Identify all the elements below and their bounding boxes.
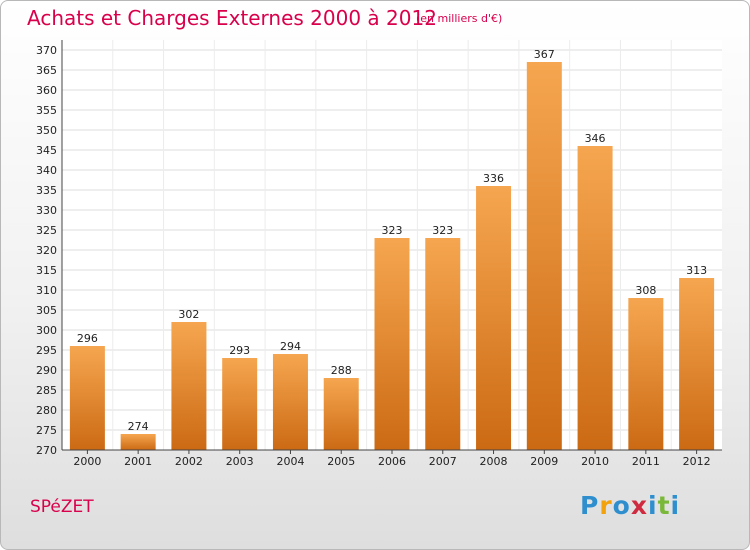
x-tick-label: 2005: [327, 455, 355, 468]
data-label: 294: [280, 340, 301, 353]
bar: [526, 62, 562, 450]
data-label: 296: [77, 332, 98, 345]
town-name: SPéZET: [30, 497, 94, 517]
y-tick-label: 280: [36, 404, 57, 417]
logo-letter: t: [657, 491, 671, 520]
bar: [272, 354, 308, 450]
x-tick-label: 2006: [378, 455, 406, 468]
x-tick-label: 2007: [429, 455, 457, 468]
y-tick-label: 325: [36, 224, 57, 237]
data-label: 274: [128, 420, 149, 433]
y-tick-label: 315: [36, 264, 57, 277]
data-label: 336: [483, 172, 504, 185]
data-label: 323: [382, 224, 403, 237]
bar: [679, 278, 715, 450]
bar: [628, 298, 664, 450]
x-tick-label: 2012: [683, 455, 711, 468]
y-tick-label: 290: [36, 364, 57, 377]
logo-letter: P: [580, 491, 600, 520]
bar: [577, 146, 613, 450]
bar: [476, 186, 512, 450]
y-tick-label: 310: [36, 284, 57, 297]
bar: [222, 358, 258, 450]
y-tick-label: 300: [36, 324, 57, 337]
x-tick-label: 2001: [124, 455, 152, 468]
x-tick-label: 2002: [175, 455, 203, 468]
y-tick-label: 295: [36, 344, 57, 357]
logo-letter: x: [630, 491, 648, 520]
y-tick-label: 345: [36, 144, 57, 157]
y-tick-label: 350: [36, 124, 57, 137]
y-tick-label: 365: [36, 64, 57, 77]
bar: [171, 322, 207, 450]
bar: [323, 378, 359, 450]
y-tick-label: 340: [36, 164, 57, 177]
y-tick-label: 335: [36, 184, 57, 197]
logo-letter: i: [648, 491, 658, 520]
data-label: 313: [686, 264, 707, 277]
bar: [374, 238, 410, 450]
data-label: 308: [635, 284, 656, 297]
chart-subtitle: (en milliers d'€): [416, 12, 503, 25]
y-tick-label: 370: [36, 44, 57, 57]
y-tick-label: 275: [36, 424, 57, 437]
logo-letter: o: [612, 491, 631, 520]
x-tick-label: 2000: [73, 455, 101, 468]
data-label: 293: [229, 344, 250, 357]
x-tick-label: 2008: [480, 455, 508, 468]
bar: [69, 346, 105, 450]
y-tick-label: 270: [36, 444, 57, 457]
x-tick-label: 2011: [632, 455, 660, 468]
bar: [120, 434, 156, 450]
data-label: 323: [432, 224, 453, 237]
x-tick-label: 2010: [581, 455, 609, 468]
y-tick-label: 330: [36, 204, 57, 217]
data-label: 302: [178, 308, 199, 321]
x-tick-label: 2003: [226, 455, 254, 468]
x-tick-label: 2004: [276, 455, 304, 468]
logo-letter: r: [599, 491, 613, 520]
proxiti-logo[interactable]: Proxiti: [580, 491, 680, 520]
chart-title: Achats et Charges Externes 2000 à 2012: [27, 6, 437, 30]
bar: [425, 238, 461, 450]
y-tick-label: 355: [36, 104, 57, 117]
y-tick-label: 320: [36, 244, 57, 257]
data-label: 346: [585, 132, 606, 145]
logo-letter: i: [670, 491, 681, 520]
x-tick-label: 2009: [530, 455, 558, 468]
y-tick-label: 360: [36, 84, 57, 97]
data-label: 367: [534, 48, 555, 61]
y-tick-label: 305: [36, 304, 57, 317]
data-label: 288: [331, 364, 352, 377]
y-tick-label: 285: [36, 384, 57, 397]
